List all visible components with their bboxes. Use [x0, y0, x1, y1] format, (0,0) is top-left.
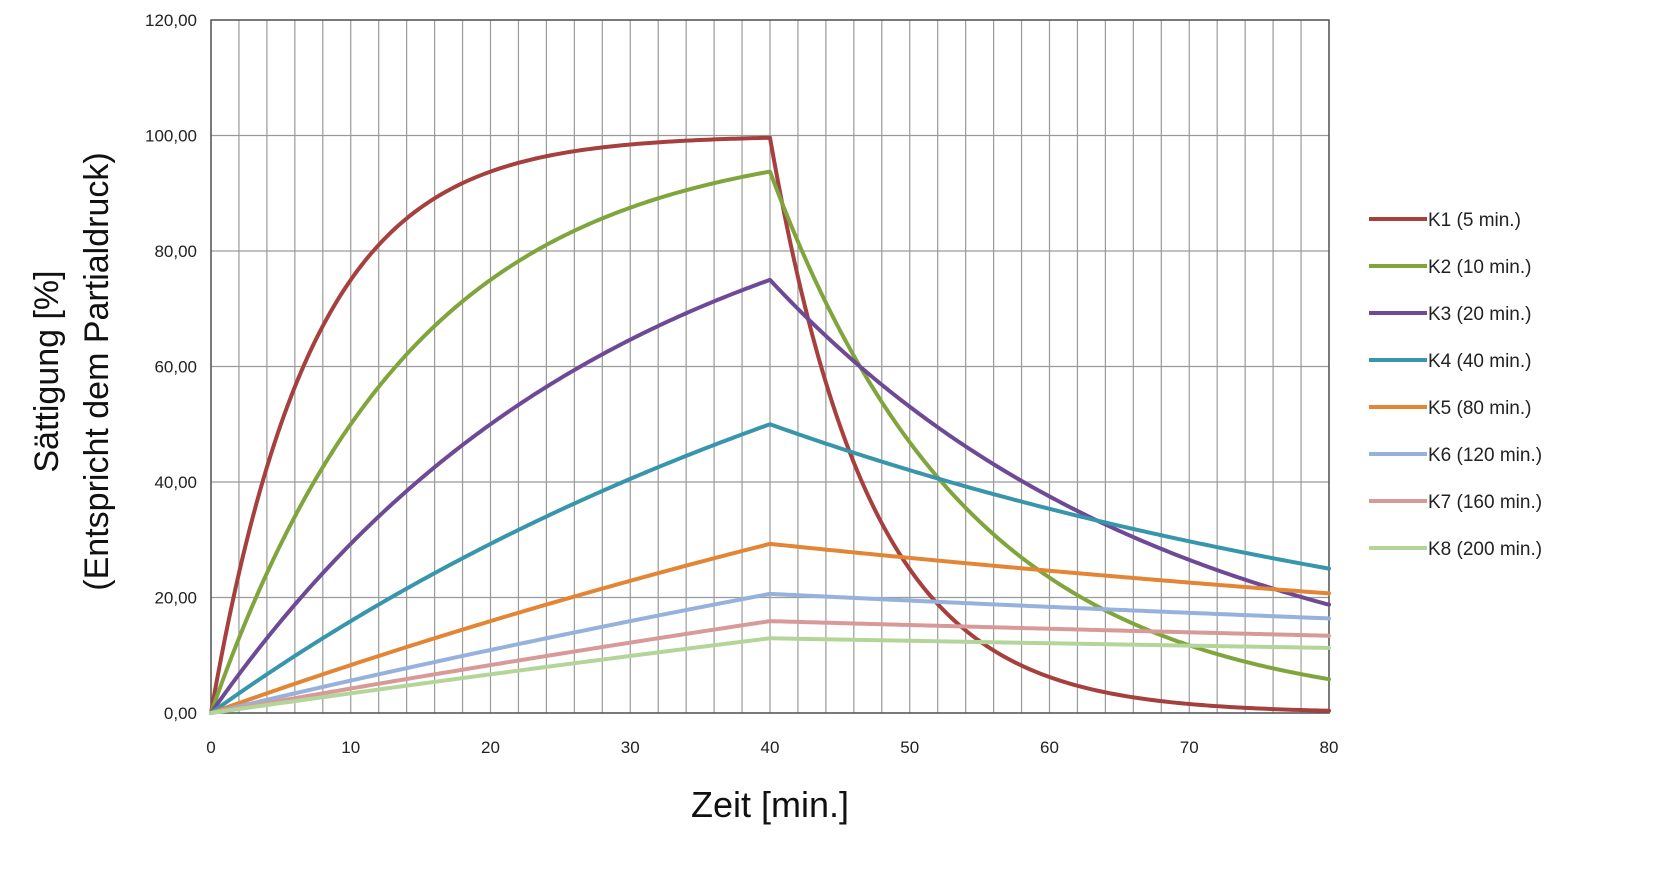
legend-label: K7 (160 min.) [1428, 492, 1542, 513]
legend-label: K8 (200 min.) [1428, 539, 1542, 560]
x-tick-label: 50 [900, 738, 919, 757]
legend-label: K6 (120 min.) [1428, 445, 1542, 466]
y-tick-label: 100,00 [145, 127, 197, 146]
x-tick-label: 30 [621, 738, 640, 757]
x-tick-label: 80 [1320, 738, 1339, 757]
x-tick-label: 40 [761, 738, 780, 757]
x-tick-label: 10 [341, 738, 360, 757]
x-tick-label: 0 [206, 738, 215, 757]
legend-label: K3 (20 min.) [1428, 304, 1531, 325]
y-tick-label: 60,00 [154, 358, 197, 377]
grid [211, 20, 1329, 713]
y-tick-label: 120,00 [145, 11, 197, 30]
x-tick-label: 70 [1180, 738, 1199, 757]
y-tick-label: 20,00 [154, 589, 197, 608]
legend-label: K2 (10 min.) [1428, 257, 1531, 278]
x-axis-title: Zeit [min.] [691, 784, 849, 825]
y-tick-label: 0,00 [164, 704, 197, 723]
y-axis-title-line2: (Entspricht dem Partialdruck) [78, 152, 116, 590]
legend-label: K1 (5 min.) [1428, 210, 1521, 231]
y-axis-title-line1: Sättigung [%] [28, 270, 66, 472]
legend-label: K5 (80 min.) [1428, 398, 1531, 419]
x-tick-label: 60 [1040, 738, 1059, 757]
y-tick-label: 40,00 [154, 473, 197, 492]
y-tick-label: 80,00 [154, 242, 197, 261]
x-tick-label: 20 [481, 738, 500, 757]
legend-label: K4 (40 min.) [1428, 351, 1531, 372]
